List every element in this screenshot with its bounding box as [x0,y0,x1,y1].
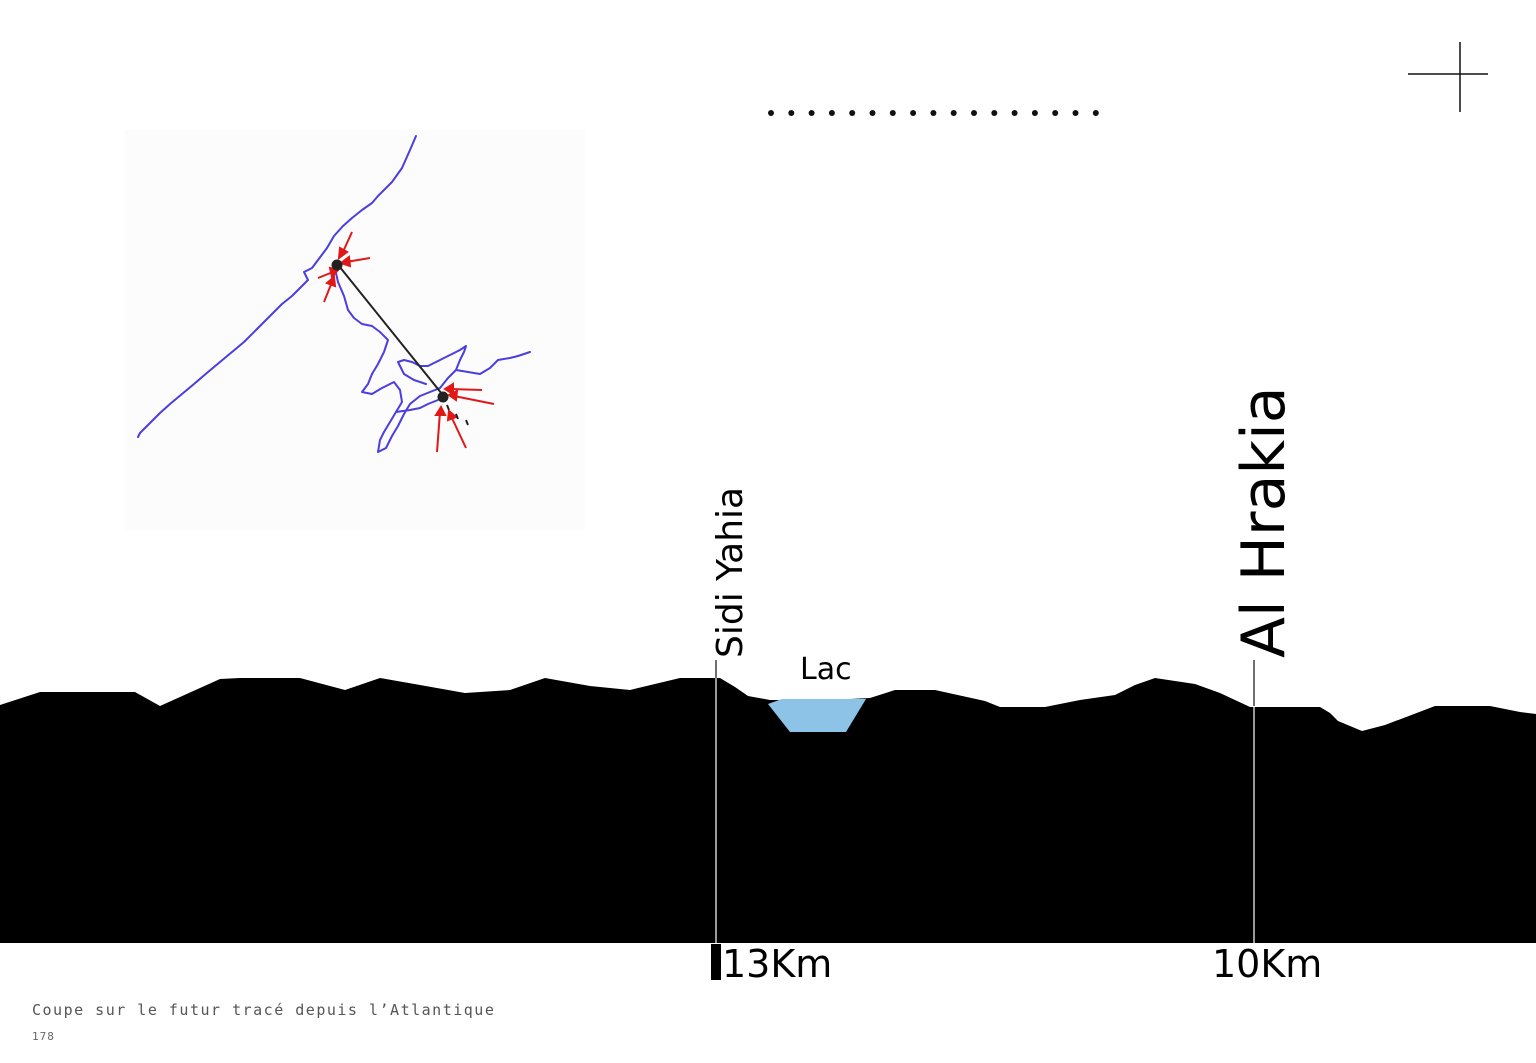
dot [910,110,917,116]
dot [1031,110,1038,116]
map-sketch [125,130,585,530]
dot [1092,110,1099,116]
dot [828,110,835,116]
distance-label-13km: 13Km [722,942,832,986]
dot [849,110,856,116]
dot [788,110,795,116]
dot [950,110,957,116]
terrain-profile [0,678,1536,943]
dot [869,110,876,116]
lake-shape [768,699,866,732]
dotted-line-icon [768,110,1099,116]
dot [808,110,815,116]
link-arrow [331,259,469,426]
dot [768,110,774,116]
dot [1011,110,1018,116]
crosshair-icon [1408,42,1488,112]
dot [930,110,937,116]
figure-caption: Coupe sur le futur tracé depuis l’Atlant… [32,1001,496,1019]
scale-tick [711,944,721,980]
distance-label-10km: 10Km [1212,942,1322,986]
page-number: 178 [32,1030,55,1043]
dot [1052,110,1059,116]
river-line [137,135,531,453]
dot [1072,110,1079,116]
place-label-al-hrakia: Al Hrakia [1229,386,1299,658]
dot [971,110,977,116]
lake-label: Lac [800,652,852,687]
dot [991,110,998,116]
red-arrows [317,231,495,453]
dot [889,110,896,116]
place-label-sidi-yahia: Sidi Yahia [710,487,751,658]
